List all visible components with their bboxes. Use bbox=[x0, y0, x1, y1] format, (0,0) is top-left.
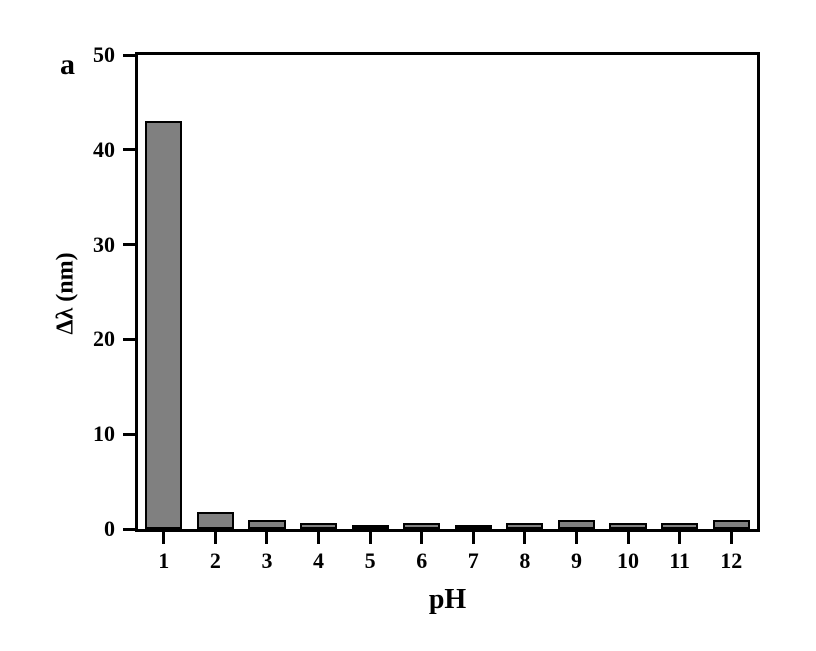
chart-bar bbox=[197, 512, 234, 529]
chart-bar bbox=[558, 520, 595, 529]
x-tick bbox=[162, 532, 165, 544]
chart-bar bbox=[713, 520, 750, 529]
x-tick-label: 12 bbox=[720, 548, 742, 574]
x-tick-label: 3 bbox=[261, 548, 272, 574]
y-tick-label: 0 bbox=[0, 516, 115, 542]
x-tick bbox=[730, 532, 733, 544]
y-tick-label: 10 bbox=[0, 421, 115, 447]
x-tick-label: 6 bbox=[416, 548, 427, 574]
x-tick bbox=[317, 532, 320, 544]
chart-bar bbox=[352, 525, 389, 529]
y-tick bbox=[123, 338, 135, 341]
x-tick-label: 2 bbox=[210, 548, 221, 574]
x-tick bbox=[420, 532, 423, 544]
y-tick bbox=[123, 54, 135, 57]
chart-bar bbox=[506, 523, 543, 529]
chart-bar bbox=[661, 523, 698, 529]
x-tick bbox=[265, 532, 268, 544]
x-tick bbox=[627, 532, 630, 544]
chart-bar bbox=[300, 523, 337, 529]
x-tick bbox=[214, 532, 217, 544]
chart-container: a Δλ (nm) pH 12345678910111201020304050 bbox=[0, 0, 816, 651]
chart-bar bbox=[248, 520, 285, 529]
x-tick bbox=[575, 532, 578, 544]
x-tick-label: 10 bbox=[617, 548, 639, 574]
y-tick bbox=[123, 243, 135, 246]
y-tick-label: 20 bbox=[0, 326, 115, 352]
chart-bar bbox=[609, 523, 646, 529]
chart-bar bbox=[455, 525, 492, 529]
x-tick-label: 7 bbox=[468, 548, 479, 574]
x-tick bbox=[369, 532, 372, 544]
y-tick-label: 50 bbox=[0, 42, 115, 68]
y-tick bbox=[123, 433, 135, 436]
x-tick bbox=[678, 532, 681, 544]
chart-bar bbox=[145, 121, 182, 529]
x-tick-label: 4 bbox=[313, 548, 324, 574]
x-tick-label: 11 bbox=[669, 548, 690, 574]
x-tick bbox=[523, 532, 526, 544]
y-tick-label: 30 bbox=[0, 232, 115, 258]
y-tick-label: 40 bbox=[0, 137, 115, 163]
x-axis-label: pH bbox=[429, 584, 466, 616]
x-tick-label: 1 bbox=[158, 548, 169, 574]
y-axis-label: Δλ (nm) bbox=[53, 252, 80, 334]
x-tick-label: 5 bbox=[365, 548, 376, 574]
y-tick bbox=[123, 148, 135, 151]
plot-area bbox=[135, 52, 760, 532]
x-tick bbox=[472, 532, 475, 544]
chart-bar bbox=[403, 523, 440, 529]
x-tick-label: 9 bbox=[571, 548, 582, 574]
y-tick bbox=[123, 528, 135, 531]
x-tick-label: 8 bbox=[519, 548, 530, 574]
